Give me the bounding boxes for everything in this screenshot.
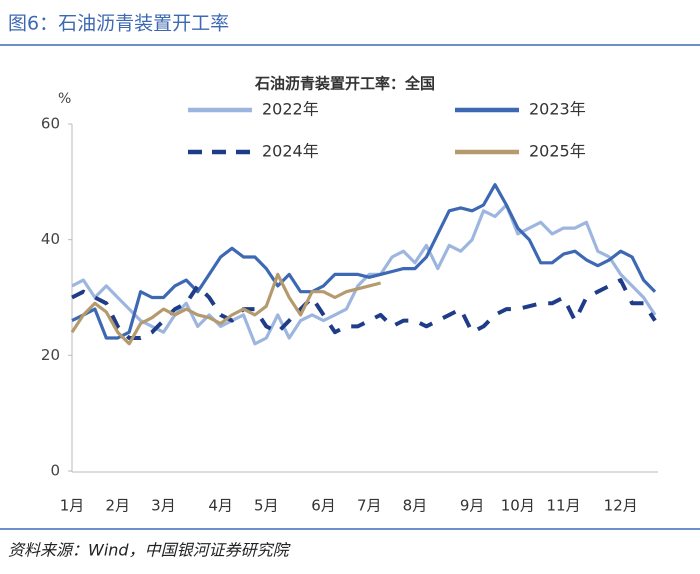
series-line — [71, 183, 657, 340]
figure-title: 图6：石油沥青装置开工率 — [8, 13, 229, 35]
x-tick-label: 2月 — [105, 497, 130, 515]
x-tick-label: 5月 — [254, 497, 279, 515]
x-tick-label: 9月 — [460, 497, 485, 515]
x-tick-label: 11月 — [547, 497, 581, 515]
x-tick-label: 10月 — [501, 497, 535, 515]
chart-title: 石油沥青装置开工率：全国 — [254, 75, 435, 93]
y-tick-label: 40 — [41, 230, 60, 248]
x-tick-label: 6月 — [311, 497, 336, 515]
y-tick-label: 20 — [41, 346, 60, 364]
y-unit: % — [58, 91, 71, 107]
legend-label: 2022年 — [262, 100, 319, 119]
series-line — [70, 272, 381, 346]
legend-label: 2025年 — [529, 142, 586, 161]
legend-label: 2023年 — [529, 100, 586, 119]
legend-label: 2024年 — [262, 142, 319, 161]
series-line — [71, 278, 657, 340]
y-tick-label: 60 — [41, 115, 60, 133]
x-tick-label: 12月 — [604, 497, 638, 515]
y-tick-label: 0 — [50, 462, 60, 480]
x-tick-label: 3月 — [151, 497, 176, 515]
series-line — [71, 203, 657, 346]
source-note: 资料来源：Wind，中国银河证券研究院 — [8, 541, 292, 560]
x-tick-label: 8月 — [403, 497, 428, 515]
x-tick-label: 7月 — [357, 497, 382, 515]
x-tick-label: 1月 — [60, 497, 85, 515]
x-tick-label: 4月 — [208, 497, 233, 515]
